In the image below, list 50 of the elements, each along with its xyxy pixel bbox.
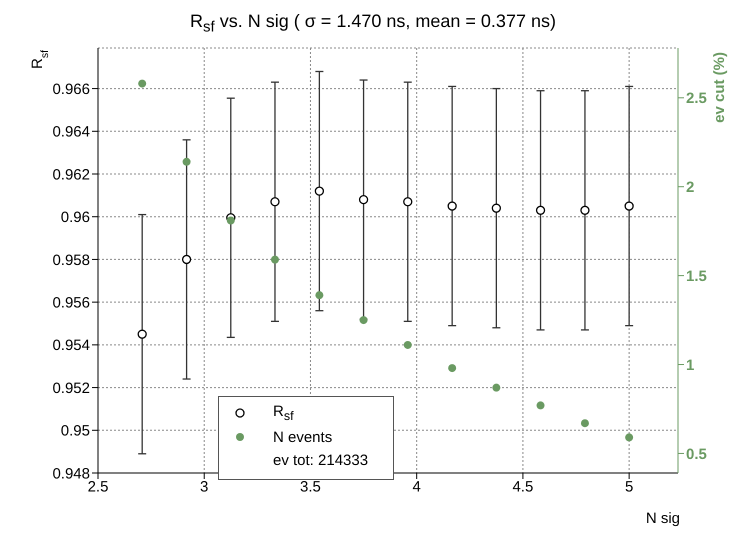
point <box>625 433 634 442</box>
point <box>492 204 501 213</box>
point <box>226 216 235 224</box>
x-tick-label: 4.5 <box>512 478 534 496</box>
point <box>315 291 324 300</box>
point <box>448 201 457 211</box>
point <box>314 186 324 196</box>
point <box>404 340 412 349</box>
x-tick-label: 2.5 <box>88 478 108 496</box>
y-tick-label: 0.95 <box>60 422 90 440</box>
x-axis-title: N sig <box>646 510 680 527</box>
chart-title: R$_{sf}$ vs. N sig ( σ = 1.470 ns, mean = 0.377 ns) <box>189 10 557 38</box>
x-tick-label: 3.5 <box>300 478 321 496</box>
point <box>580 206 590 215</box>
y-tick-label: 0.962 <box>52 166 90 184</box>
y2-tick-label: 1.5 <box>686 268 707 285</box>
point <box>182 158 191 166</box>
y-tick-label: 0.956 <box>52 294 90 312</box>
point <box>580 419 589 428</box>
point <box>403 197 412 206</box>
x-tick-label: 5 <box>624 478 634 496</box>
point <box>138 80 146 88</box>
y-tick-label: 0.966 <box>52 80 90 98</box>
point <box>360 316 368 324</box>
point <box>536 401 545 410</box>
y-tick-label: 0.948 <box>52 465 90 482</box>
point <box>358 194 368 204</box>
y-tick-label: 0.964 <box>52 124 90 141</box>
point <box>138 330 147 339</box>
point <box>492 384 500 392</box>
point <box>270 197 280 206</box>
y2-axis-title: ev cut (%) <box>711 52 728 123</box>
x-tick-label: 4 <box>412 478 421 496</box>
y-tick-label: 0.954 <box>52 337 90 354</box>
y2-tick-label: 1 <box>686 356 694 374</box>
y2-tick-label: 2.5 <box>686 90 707 108</box>
legend-label: N events <box>273 428 332 446</box>
y-tick-label: 0.952 <box>52 380 90 397</box>
point <box>448 364 456 372</box>
y-tick-label: 0.96 <box>60 209 90 226</box>
point <box>270 256 279 264</box>
x-tick-label: 3 <box>200 478 208 496</box>
y2-tick-label: 2 <box>686 179 694 196</box>
point <box>536 206 546 215</box>
legend-label: R$_{sf}$ <box>273 403 294 423</box>
point <box>182 254 192 264</box>
annotation: ev tot: 214333 <box>273 451 370 471</box>
y-tick-label: 0.958 <box>52 252 90 269</box>
y2-tick-label: 0.5 <box>686 446 707 463</box>
point <box>624 201 634 211</box>
